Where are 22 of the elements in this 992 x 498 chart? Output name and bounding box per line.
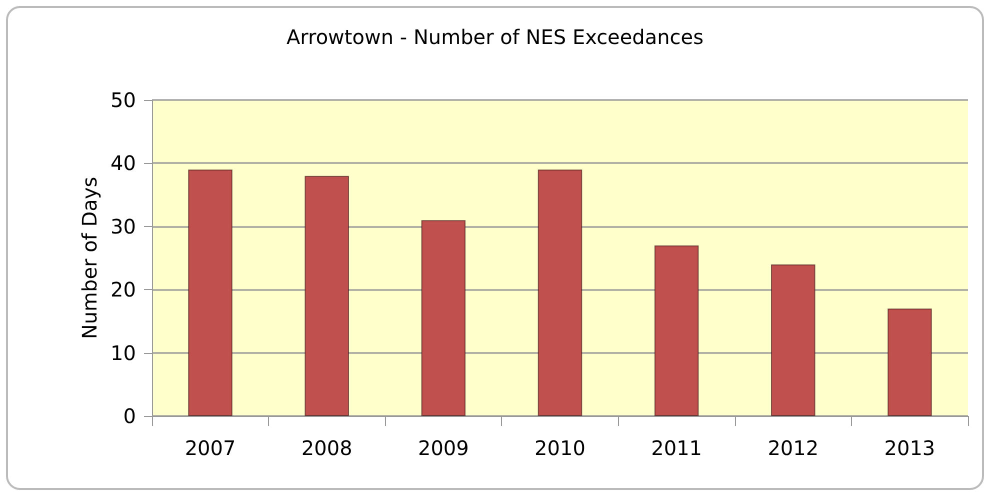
y-tick-label: 20	[110, 278, 136, 302]
x-tick-label: 2009	[418, 436, 469, 460]
bar	[421, 220, 466, 416]
y-tick-label: 40	[110, 151, 136, 176]
bar	[888, 308, 932, 416]
y-tick-label: 10	[110, 340, 136, 365]
bar	[188, 170, 232, 416]
x-tick-label: 2013	[884, 436, 936, 460]
x-tick-label: 2012	[768, 436, 819, 460]
x-tick-label: 2007	[184, 436, 236, 460]
y-tick-label: 50	[110, 88, 136, 112]
bar	[538, 170, 582, 416]
bar	[304, 176, 350, 416]
chart-title: Arrowtown - Number of NES Exceedances	[286, 25, 704, 49]
bar	[770, 264, 816, 416]
x-tick-label: 2010	[534, 436, 586, 460]
y-axis-title: Number of Days	[78, 176, 102, 340]
y-tick-label: 30	[110, 214, 136, 238]
x-tick-label: 2011	[651, 436, 702, 460]
x-tick-label: 2008	[301, 436, 352, 460]
y-tick-label: 0	[123, 404, 136, 428]
bar	[654, 245, 699, 416]
